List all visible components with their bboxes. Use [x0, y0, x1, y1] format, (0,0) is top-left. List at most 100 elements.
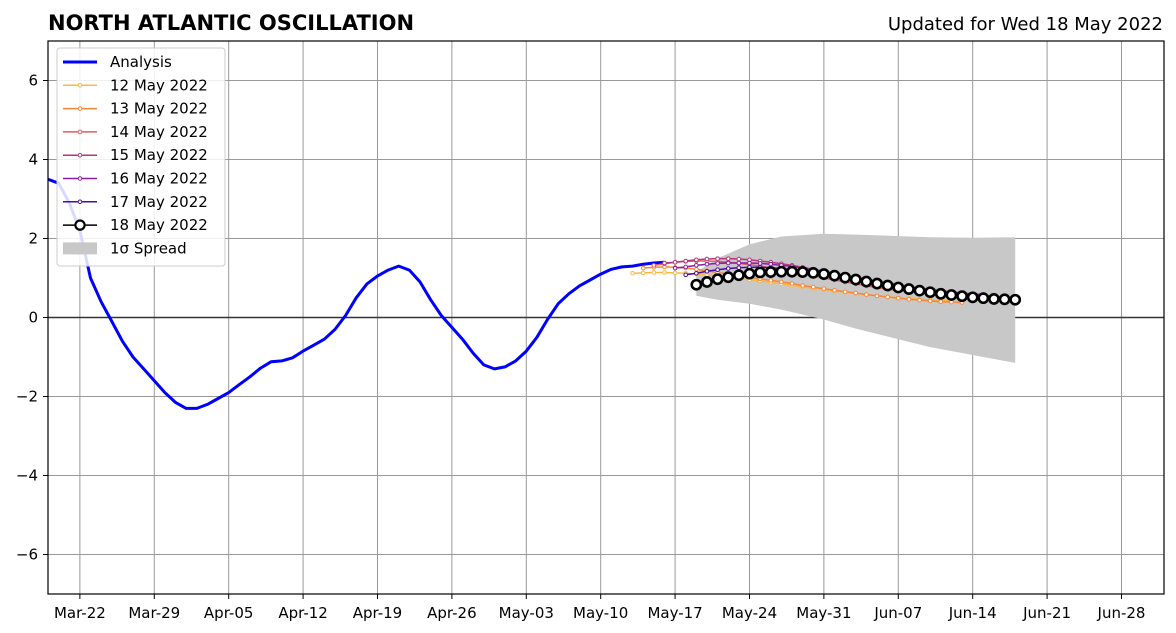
forecast-point	[694, 267, 699, 272]
forecast-point	[885, 294, 890, 300]
latest-forecast-point	[754, 266, 767, 279]
latest-forecast-point	[817, 268, 830, 280]
legend-handle	[63, 242, 97, 255]
forecast-point	[715, 261, 720, 266]
forecast-point	[694, 257, 699, 263]
forecast-point	[715, 267, 720, 273]
spread-band	[696, 233, 1016, 363]
latest-forecast-point	[945, 289, 958, 301]
x-tick-label: Mar-29	[128, 604, 180, 622]
legend-label: 13 May 2022	[110, 100, 208, 118]
legend-marker	[77, 199, 83, 205]
forecast-point	[640, 270, 646, 276]
latest-forecast-point	[775, 265, 788, 278]
forecast-point	[736, 256, 742, 262]
forecast-point	[757, 261, 763, 266]
forecast-point	[715, 256, 720, 261]
x-tick-label: Jun-28	[1097, 604, 1146, 622]
y-tick-label: −6	[16, 546, 38, 564]
forecast-point	[672, 259, 678, 265]
legend-label: 12 May 2022	[110, 76, 208, 94]
legend-label: 18 May 2022	[110, 216, 208, 234]
forecast-point	[683, 264, 689, 270]
latest-forecast-point	[701, 276, 713, 288]
x-tick-label: Apr-26	[427, 604, 477, 622]
legend-label: 16 May 2022	[110, 170, 208, 188]
x-tick-label: Apr-05	[204, 604, 254, 622]
forecast-point	[725, 260, 731, 266]
analysis-line	[48, 177, 665, 410]
forecast-point	[694, 263, 699, 268]
forecast-point	[832, 287, 837, 293]
forecast-point	[810, 284, 816, 290]
y-tick-label: 4	[28, 151, 38, 169]
forecast-point	[725, 266, 731, 271]
x-tick-label: May-17	[647, 604, 702, 622]
forecast-point	[768, 278, 774, 283]
forecast-point	[874, 293, 880, 299]
latest-forecast-point	[690, 278, 703, 291]
forecast-point	[864, 292, 869, 297]
latest-forecast-point	[764, 266, 777, 278]
forecast-point	[651, 270, 657, 275]
forecast-point	[906, 297, 912, 302]
forecast-point	[853, 290, 859, 296]
latest-forecast-point	[1009, 293, 1022, 306]
legend-label: Analysis	[110, 53, 172, 71]
latest-forecast-point	[966, 291, 979, 304]
legend-label: 17 May 2022	[110, 193, 208, 211]
x-tick-label: May-24	[722, 604, 777, 622]
latest-forecast-point	[860, 275, 873, 288]
x-tick-label: May-31	[796, 604, 851, 622]
forecast-point	[704, 256, 710, 262]
latest-forecast-point	[956, 290, 968, 303]
x-tick-label: Jun-07	[873, 604, 922, 622]
forecast-point	[779, 279, 784, 285]
latest-forecast-point	[786, 265, 798, 278]
x-tick-label: Apr-19	[353, 604, 403, 622]
latest-forecast-point	[903, 283, 915, 295]
latest-forecast-point	[998, 293, 1011, 306]
x-tick-label: Jun-21	[1022, 604, 1071, 622]
forecast-point	[672, 270, 678, 276]
latest-forecast-point	[988, 293, 1000, 305]
y-tick-label: −4	[16, 467, 38, 485]
latest-forecast-point	[913, 284, 926, 297]
latest-forecast-point	[743, 267, 756, 280]
latest-forecast-point	[722, 271, 735, 284]
forecast-point	[736, 260, 742, 266]
y-tick-label: 2	[28, 230, 38, 248]
latest-forecast-point	[924, 286, 937, 299]
forecast-point	[640, 265, 646, 271]
latest-forecast-point	[807, 266, 820, 279]
latest-forecast-point	[849, 273, 862, 286]
forecast-point	[630, 270, 635, 276]
latest-forecast-point	[934, 287, 947, 300]
legend-label: 14 May 2022	[110, 123, 208, 141]
forecast-point	[672, 265, 678, 271]
forecast-point	[789, 281, 795, 286]
x-tick-label: May-10	[573, 604, 628, 622]
latest-forecast-point	[839, 271, 852, 284]
forecast-point	[683, 258, 689, 264]
latest-forecast-point	[732, 269, 745, 282]
forecast-point	[927, 298, 933, 304]
forecast-point	[704, 261, 710, 267]
forecast-point	[917, 297, 922, 303]
legend-label: 15 May 2022	[110, 146, 208, 164]
x-tick-label: Apr-12	[278, 604, 328, 622]
legend-marker	[77, 176, 83, 181]
y-tick-label: −2	[16, 388, 38, 406]
latest-forecast-point	[796, 266, 809, 278]
forecast-point	[800, 283, 805, 288]
x-tick-label: May-03	[499, 604, 554, 622]
latest-forecast-point	[828, 269, 841, 282]
forecast-point	[694, 270, 699, 276]
x-tick-label: Mar-22	[54, 604, 106, 622]
chart-title: NORTH ATLANTIC OSCILLATION	[48, 11, 414, 35]
series-group	[48, 177, 1164, 410]
forecast-point	[725, 256, 731, 261]
legend-marker	[77, 129, 83, 135]
latest-forecast-point	[881, 279, 894, 292]
